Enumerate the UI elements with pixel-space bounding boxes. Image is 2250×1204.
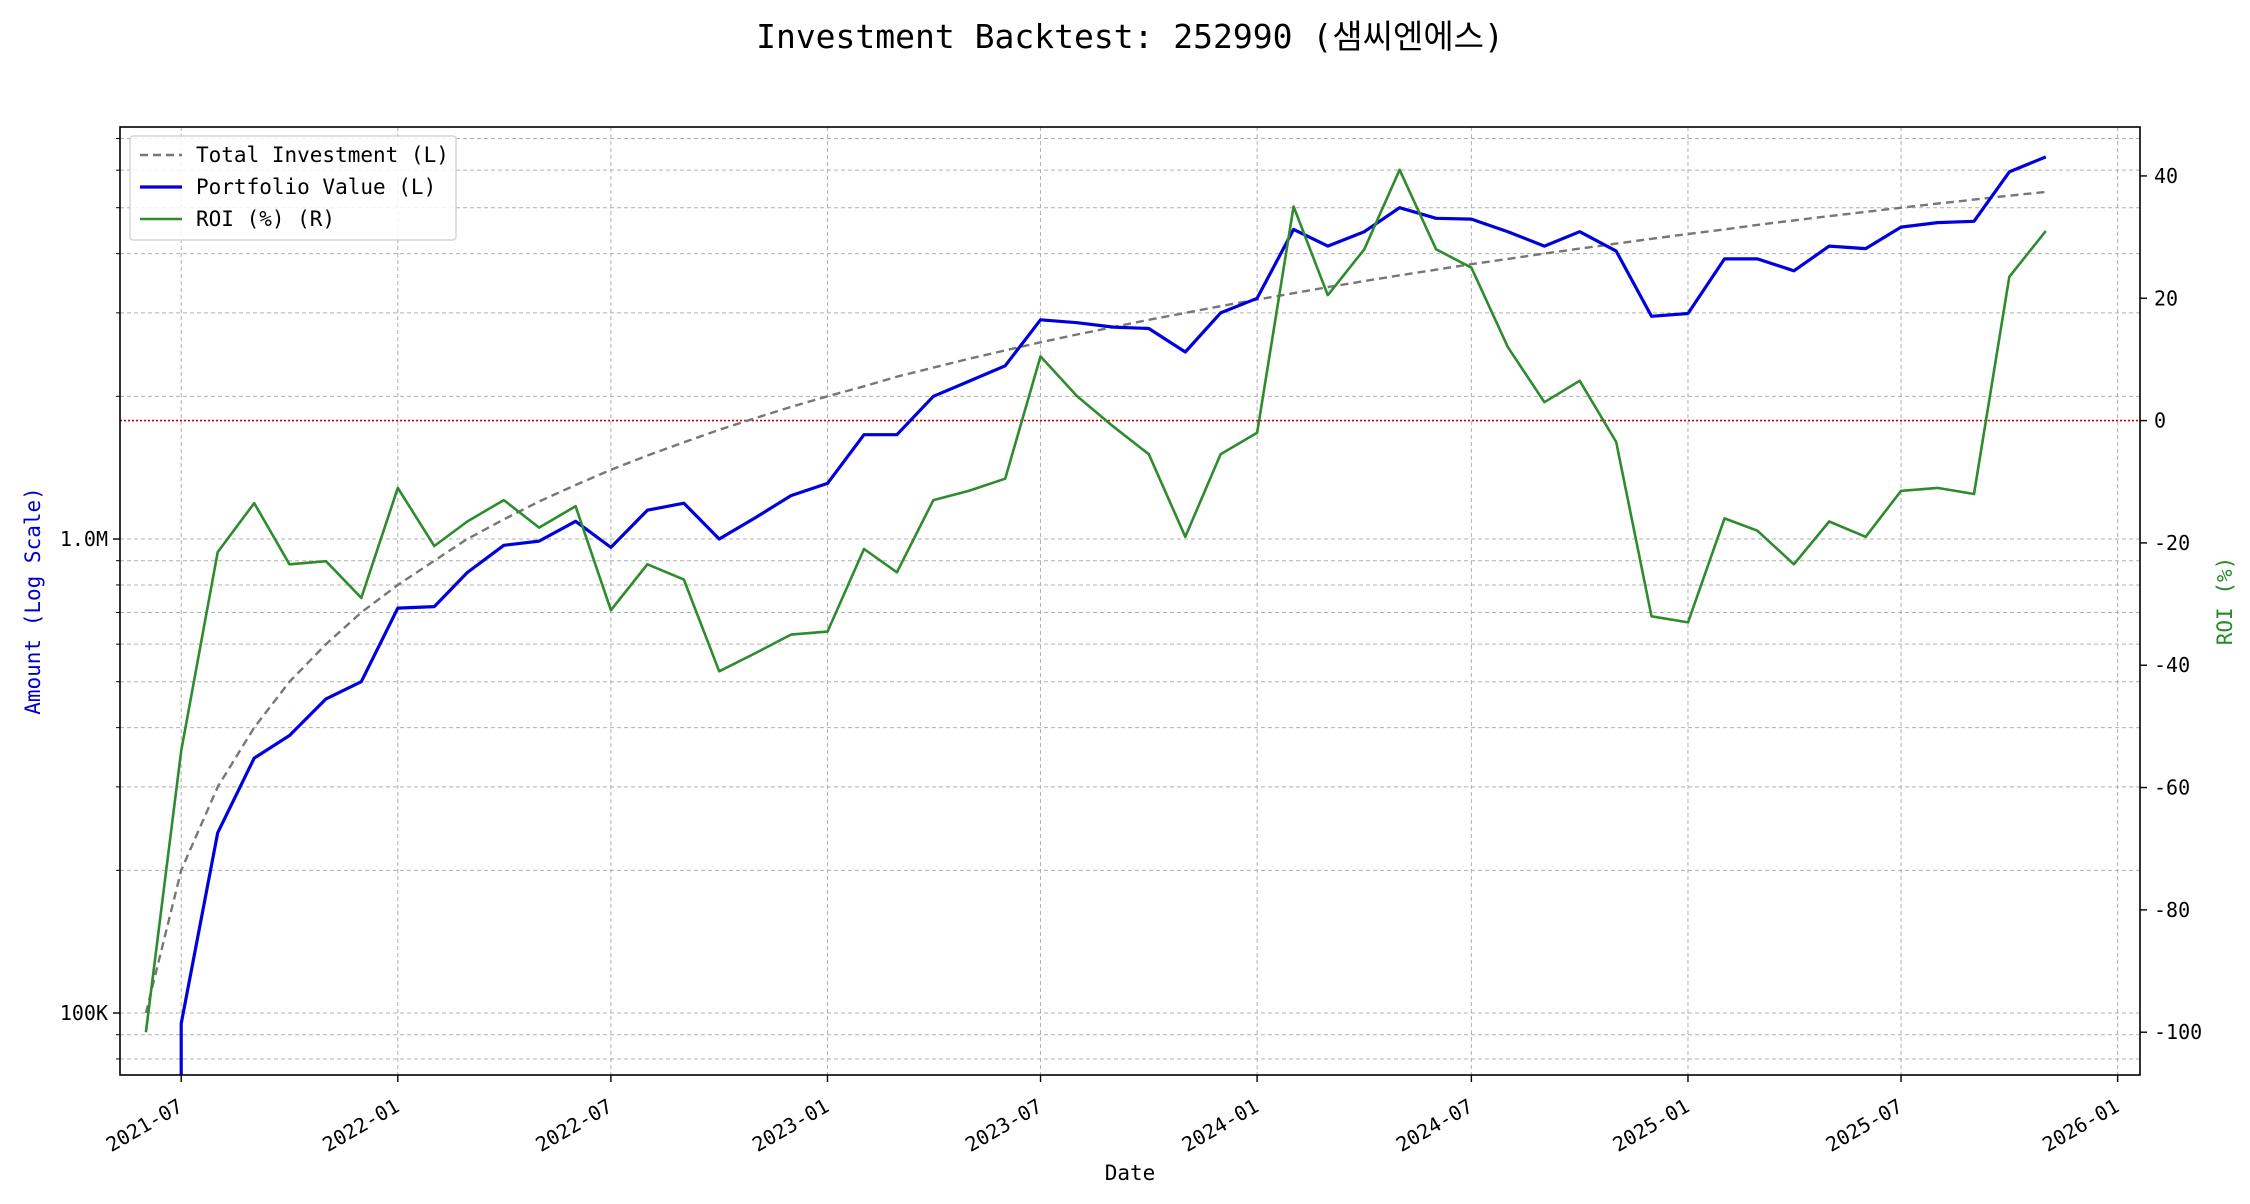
y-right-tick-label: 0 (2154, 409, 2166, 433)
plot-frame (119, 126, 2141, 1076)
y-right-tick-label: -40 (2154, 653, 2190, 677)
series-line-roi-r (144, 168, 2047, 1033)
plot-area (120, 155, 2140, 1075)
y-right-tick-label: 20 (2154, 286, 2178, 310)
grid (120, 127, 2140, 1075)
y-left-tick-label: 100K (60, 1001, 108, 1025)
chart-title: Investment Backtest: 252990 (샘씨엔에스) (756, 17, 1504, 56)
y-left-tick-label: 1.0M (60, 527, 108, 551)
y-right-tick-label: -60 (2154, 776, 2190, 800)
x-axis-label: Date (1105, 1161, 1156, 1185)
legend: Total Investment (L) Portfolio Value (L) R… (129, 135, 457, 241)
y-right-tick-label: -100 (2154, 1020, 2202, 1044)
y-right-tick-label: 40 (2154, 164, 2178, 188)
legend-label-portfolio-value-l: Portfolio Value (L) (196, 175, 436, 199)
y-right-tick-label: -20 (2154, 531, 2190, 555)
series-line-total-investment-l (144, 190, 2046, 1014)
legend-label-roi-r: ROI (%) (R) (196, 207, 335, 231)
series-line-portfolio-value-l (179, 155, 2047, 1075)
legend-box (129, 135, 457, 241)
legend-items: Total Investment (L) Portfolio Value (L) R… (140, 143, 449, 231)
legend-label-total-investment-l: Total Investment (L) (196, 143, 449, 167)
y-axis-left-label: Amount (Log Scale) (21, 487, 45, 715)
y-axis-right-label: ROI (%) (2213, 557, 2237, 646)
y-right-tick-label: -80 (2154, 898, 2190, 922)
